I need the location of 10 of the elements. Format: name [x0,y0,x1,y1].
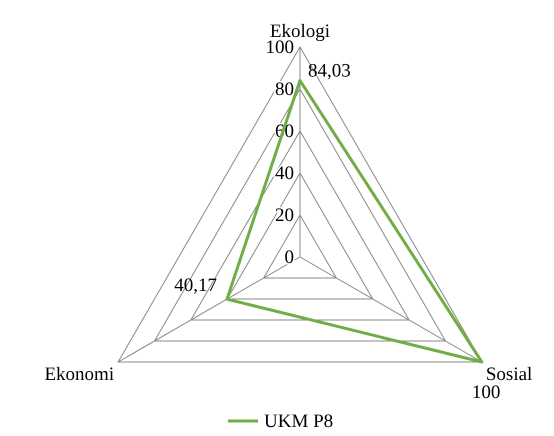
legend-label: UKM P8 [264,411,334,432]
data-label: 84,03 [308,60,351,82]
y-tick-label: 80 [275,79,294,100]
y-tick-label: 40 [275,163,294,184]
data-label: 40,17 [174,275,217,296]
spoke-label: Sosial [486,364,532,385]
spoke-label: Ekonomi [44,364,114,385]
y-tick-label: 0 [284,247,294,268]
y-tick-label: 20 [275,205,294,226]
data-label: 100 [472,382,500,403]
